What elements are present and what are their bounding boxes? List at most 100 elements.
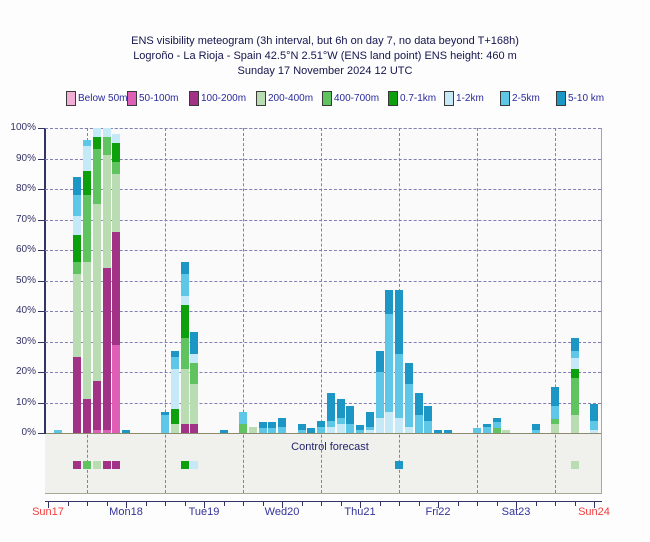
y-axis-tick [38,158,44,160]
bar-segment [239,411,247,424]
bar-segment [73,216,82,235]
x-axis-tick [340,502,342,506]
legend-swatch-icon [444,90,454,106]
bar-segment [268,422,277,429]
x-axis-tick [243,502,244,506]
chart-title-block: ENS visibility meteogram (3h interval, b… [0,34,650,79]
y-axis-tick [38,341,44,343]
bar-segment [102,429,111,433]
bar-segment [92,429,101,433]
grid-line-vertical [165,128,166,493]
bar-segment [531,423,540,430]
bar-segment [492,422,501,429]
x-axis-tick [106,502,108,506]
control-forecast-square [190,461,199,469]
zero-percent-line [45,433,601,434]
x-axis-tick [184,502,186,506]
x-axis-tick [418,502,420,506]
bar-segment [443,429,452,433]
bar-segment [73,195,82,217]
bar-segment [590,420,598,430]
legend-swatch-icon [189,90,199,106]
bar-segment [590,429,598,433]
x-axis-label: Mon18 [109,506,143,518]
bar-segment [219,429,228,433]
y-axis-label: 90% [15,152,36,164]
grid-line-vertical [243,128,244,493]
bar-segment [92,137,101,150]
bar-segment [551,405,559,420]
legend-swatch-icon [256,90,266,106]
bar-segment [570,338,579,351]
x-axis-tick [48,502,49,508]
y-axis-tick [38,402,44,404]
legend-item: 0.7-1km [388,90,436,106]
y-axis-tick [38,311,44,312]
control-forecast-square [92,461,101,469]
legend-item: 50-100m [127,90,178,106]
y-axis-label: 60% [15,244,36,255]
y-axis-label: 100% [10,122,36,133]
bar-segment [73,234,82,263]
x-axis-label: Tue19 [188,506,220,518]
x-axis-tick [477,502,478,506]
control-forecast-square [112,461,121,469]
bar-segment [112,161,121,174]
control-forecast-square [102,461,111,469]
y-axis-tick [38,280,44,282]
x-axis-label: Thu21 [344,506,376,518]
grid-line-horizontal [45,402,601,404]
grid-line-horizontal [45,250,601,251]
bar-segment [112,231,121,345]
bar-segment [570,368,579,379]
bar-segment [482,426,491,433]
bar-segment [112,344,121,433]
bar-segment [297,429,306,433]
bar-segment [92,149,101,205]
bar-segment [180,274,189,296]
legend-swatch-icon [66,90,76,106]
bar-segment [258,428,267,433]
x-axis-tick [516,502,517,508]
bar-segment [492,428,501,433]
bar-segment [278,417,286,427]
bar-segment [404,384,413,427]
x-axis-tick [262,502,264,506]
bar-segment [404,362,413,385]
control-forecast-square [570,461,579,469]
bar-segment [395,289,403,354]
x-axis-label: Sun17 [32,506,64,518]
legend-item: 100-200m [189,90,246,106]
y-axis-label: 30% [15,335,36,347]
bar-segment [122,429,130,433]
x-axis-label: Wed20 [264,506,300,518]
bar-segment [492,417,501,423]
bar-segment [346,423,355,433]
bar-segment [395,417,403,433]
grid-line-horizontal [45,372,601,373]
bar-segment [551,419,559,424]
y-axis-label: 70% [15,213,36,225]
bar-segment [161,414,169,433]
legend-item: 1-2km [444,90,484,106]
bar-segment [336,423,345,433]
bar-segment [170,368,179,409]
legend-swatch-icon [500,90,510,106]
chart-title-line1: ENS visibility meteogram (3h interval, b… [131,35,519,47]
bar-segment [73,274,82,357]
x-axis-tick [457,502,459,506]
bar-segment [53,429,62,433]
x-axis-label: Fri22 [425,506,451,518]
bar-segment [190,362,199,385]
bar-segment [395,353,403,418]
legend-label: 200-400m [268,92,314,104]
bar-segment [278,426,286,433]
bar-segment [375,417,384,433]
chart-title-line2: Logroño - La Rioja - Spain 42.5°N 2.51°W… [133,50,517,62]
x-axis-line [45,501,602,502]
bar-segment [102,268,111,430]
legend-item: Below 50m [66,90,127,106]
bar-segment [482,423,491,427]
bar-segment [180,295,189,305]
legend-swatch-icon [556,90,566,106]
